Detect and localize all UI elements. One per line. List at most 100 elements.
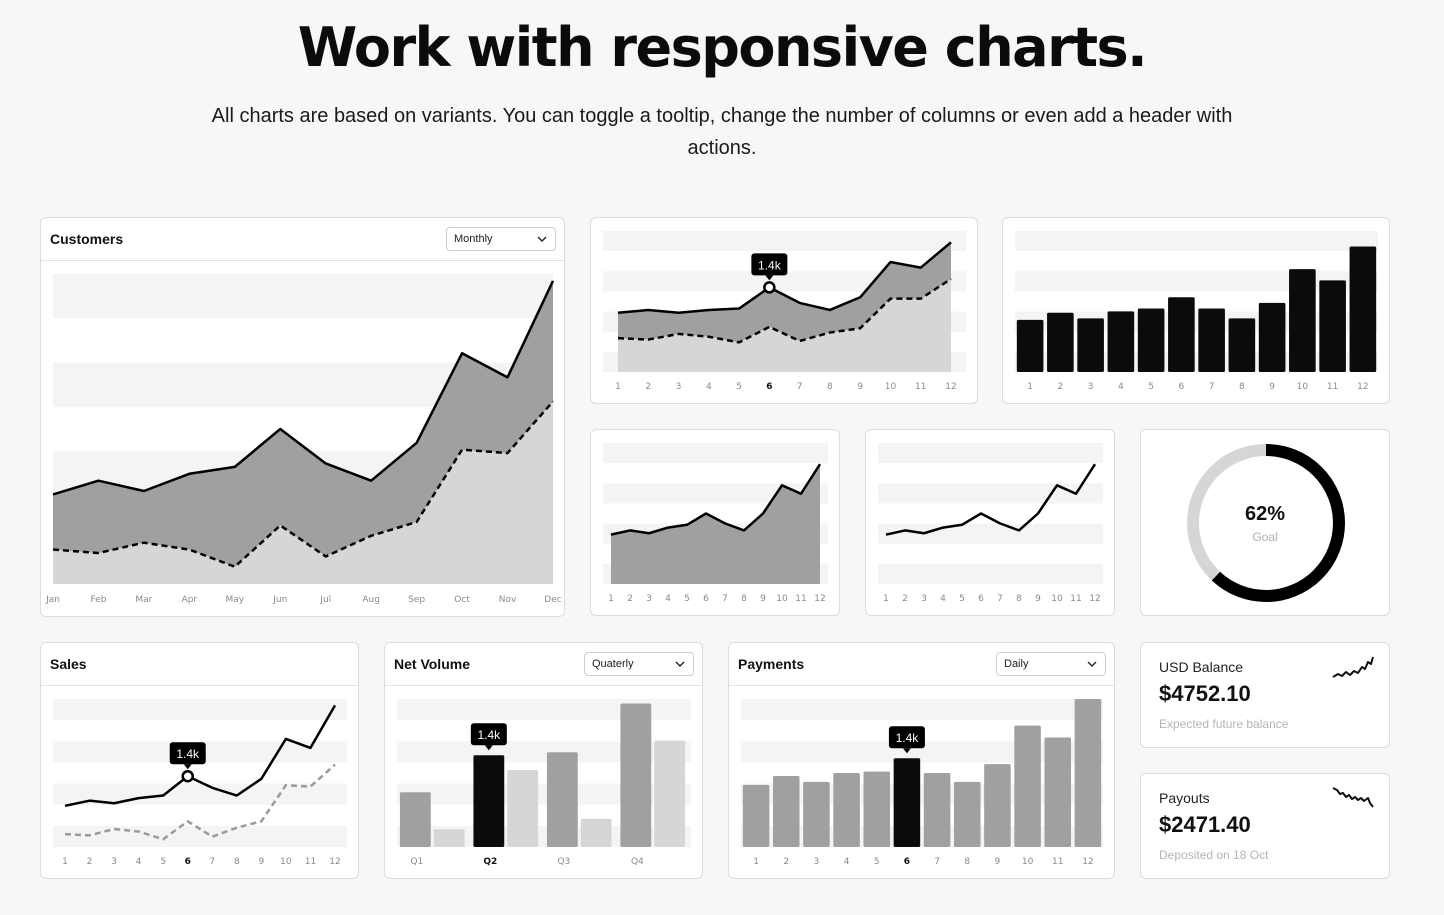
x-tick-label: Aug bbox=[362, 595, 380, 605]
x-tick-label: Q2 bbox=[483, 857, 497, 867]
net-volume-period-dropdown[interactable]: Quaterly bbox=[584, 652, 694, 676]
bar-series-1 bbox=[1074, 699, 1102, 847]
x-tick-label: Q1 bbox=[410, 857, 423, 867]
bar-series-1 bbox=[893, 758, 921, 847]
area-small-card: 1 2 3 4 5 6 7 8 9 10 11 12 bbox=[590, 429, 840, 616]
x-tick-label: 2 bbox=[627, 594, 633, 604]
bar-series-1 bbox=[833, 773, 860, 847]
x-tick-label: 12 bbox=[1082, 857, 1093, 867]
x-tick-label: 4 bbox=[665, 594, 671, 604]
grid-band bbox=[1015, 231, 1378, 252]
grid-band bbox=[741, 699, 1103, 721]
payouts-note: Deposited on 18 Oct bbox=[1159, 848, 1269, 862]
x-tick-label: 1 bbox=[883, 594, 889, 604]
tooltip-label: 1.4k bbox=[758, 258, 782, 272]
x-tick-label: 4 bbox=[136, 857, 142, 867]
bar-series-1 bbox=[1047, 312, 1074, 372]
x-tick-label: 10 bbox=[885, 382, 897, 392]
x-tick-label: 9 bbox=[760, 594, 766, 604]
x-tick-label: 1 bbox=[608, 594, 614, 604]
x-tick-label: 10 bbox=[1022, 857, 1034, 867]
x-tick-label: Sep bbox=[408, 595, 425, 605]
bar-series-1 bbox=[473, 755, 505, 847]
x-tick-label: 10 bbox=[280, 857, 292, 867]
bar-series-1 bbox=[803, 781, 830, 847]
x-tick-label: 12 bbox=[814, 594, 825, 604]
bar-series-2 bbox=[580, 818, 612, 847]
tooltip-box bbox=[169, 742, 206, 765]
x-tick-label: Q4 bbox=[631, 857, 644, 867]
bar-series-2 bbox=[433, 829, 465, 847]
area-small-chart: 1 2 3 4 5 6 7 8 9 10 11 12 bbox=[603, 443, 828, 604]
x-tick-label: Jul bbox=[319, 595, 331, 605]
bar-series-1 bbox=[953, 781, 981, 847]
bar-series-1 bbox=[1168, 297, 1195, 372]
x-tick-label: 8 bbox=[741, 594, 747, 604]
x-tick-label: 11 bbox=[1070, 594, 1081, 604]
bar-series-1 bbox=[1137, 308, 1165, 372]
net-volume-chart: 1.4k Q1 Q2 Q3 Q4 bbox=[397, 699, 691, 867]
series-2-area bbox=[53, 401, 553, 584]
usd-balance-title: USD Balance bbox=[1159, 659, 1244, 675]
x-tick-label: Jun bbox=[272, 595, 287, 605]
x-tick-label: Q3 bbox=[557, 857, 570, 867]
bar-series-2 bbox=[507, 770, 539, 847]
customers-period-dropdown[interactable]: Monthly bbox=[446, 227, 556, 251]
goal-card: 62% Goal bbox=[1140, 429, 1390, 616]
x-tick-label: 9 bbox=[995, 857, 1001, 867]
payments-period-dropdown[interactable]: Daily bbox=[996, 652, 1106, 676]
bar-series-1 bbox=[1107, 311, 1135, 372]
area-tooltip-card: 1.4k 1 2 3 4 5 6 7 8 9 10 11 12 bbox=[590, 217, 978, 404]
x-tick-label: Feb bbox=[90, 595, 106, 605]
sales-card: Sales 1.4k 1 2 3 4 5 6 7 8 9 10 11 12 bbox=[40, 642, 359, 879]
x-tick-label: 12 bbox=[945, 382, 956, 392]
x-tick-label: 11 bbox=[1052, 857, 1063, 867]
net-volume-title: Net Volume bbox=[394, 656, 470, 672]
bar-series-1 bbox=[1319, 280, 1346, 372]
x-tick-label: 6 bbox=[1179, 382, 1185, 392]
x-tick-label: 2 bbox=[87, 857, 93, 867]
payouts-title: Payouts bbox=[1159, 790, 1210, 806]
tooltip-box bbox=[470, 723, 507, 746]
goal-label: Goal bbox=[1252, 530, 1278, 544]
x-tick-label: 3 bbox=[1088, 382, 1094, 392]
customers-period-value: Monthly bbox=[454, 233, 493, 245]
series-1-area bbox=[611, 464, 820, 584]
payments-chart: 1.4k1 2 3 4 5 6 7 8 9 10 11 12 bbox=[741, 699, 1103, 867]
highlight-point bbox=[763, 281, 776, 294]
bar-series-1 bbox=[923, 773, 951, 847]
grid-band bbox=[53, 699, 347, 721]
bar-series-1 bbox=[1016, 319, 1044, 372]
x-tick-label: 7 bbox=[1209, 382, 1215, 392]
series-2-line bbox=[52, 400, 554, 569]
x-tick-label: 10 bbox=[1297, 382, 1309, 392]
goal-value: 62% bbox=[1244, 503, 1286, 525]
grid-band bbox=[53, 274, 553, 319]
x-tick-label: 8 bbox=[234, 857, 240, 867]
series-1-line bbox=[64, 704, 337, 808]
x-tick-label: 8 bbox=[1239, 382, 1245, 392]
x-tick-label: 12 bbox=[329, 857, 340, 867]
x-tick-label: 4 bbox=[1118, 382, 1124, 392]
series-2-line bbox=[617, 277, 952, 344]
tooltip-box bbox=[888, 726, 925, 749]
x-tick-label: 3 bbox=[921, 594, 927, 604]
x-tick-label: 2 bbox=[645, 382, 651, 392]
sparkline-up-icon bbox=[1332, 656, 1374, 678]
grid-band bbox=[397, 741, 691, 763]
grid-band bbox=[603, 443, 828, 464]
x-tick-label: 5 bbox=[874, 857, 880, 867]
series-2-area bbox=[618, 278, 951, 372]
bar-series-1 bbox=[772, 775, 800, 847]
bar-series-1 bbox=[1014, 725, 1041, 847]
sales-title: Sales bbox=[50, 656, 87, 672]
bar-series-1 bbox=[984, 764, 1011, 847]
customers-chart: Jan Feb Mar Apr May Jun Jul Aug Sep Oct Nov Dec bbox=[45, 274, 562, 605]
line-small-chart: 1 2 3 4 5 6 7 8 9 10 11 12 bbox=[878, 443, 1103, 604]
payments-period-value: Daily bbox=[1004, 658, 1029, 670]
tooltip-pointer bbox=[484, 745, 493, 751]
page-subtitle: All charts are based on variants. You ca… bbox=[211, 105, 1233, 159]
x-tick-label: 10 bbox=[776, 594, 788, 604]
payouts-value: $2471.40 bbox=[1159, 812, 1251, 837]
payments-card-header: Payments Daily bbox=[729, 643, 1114, 686]
